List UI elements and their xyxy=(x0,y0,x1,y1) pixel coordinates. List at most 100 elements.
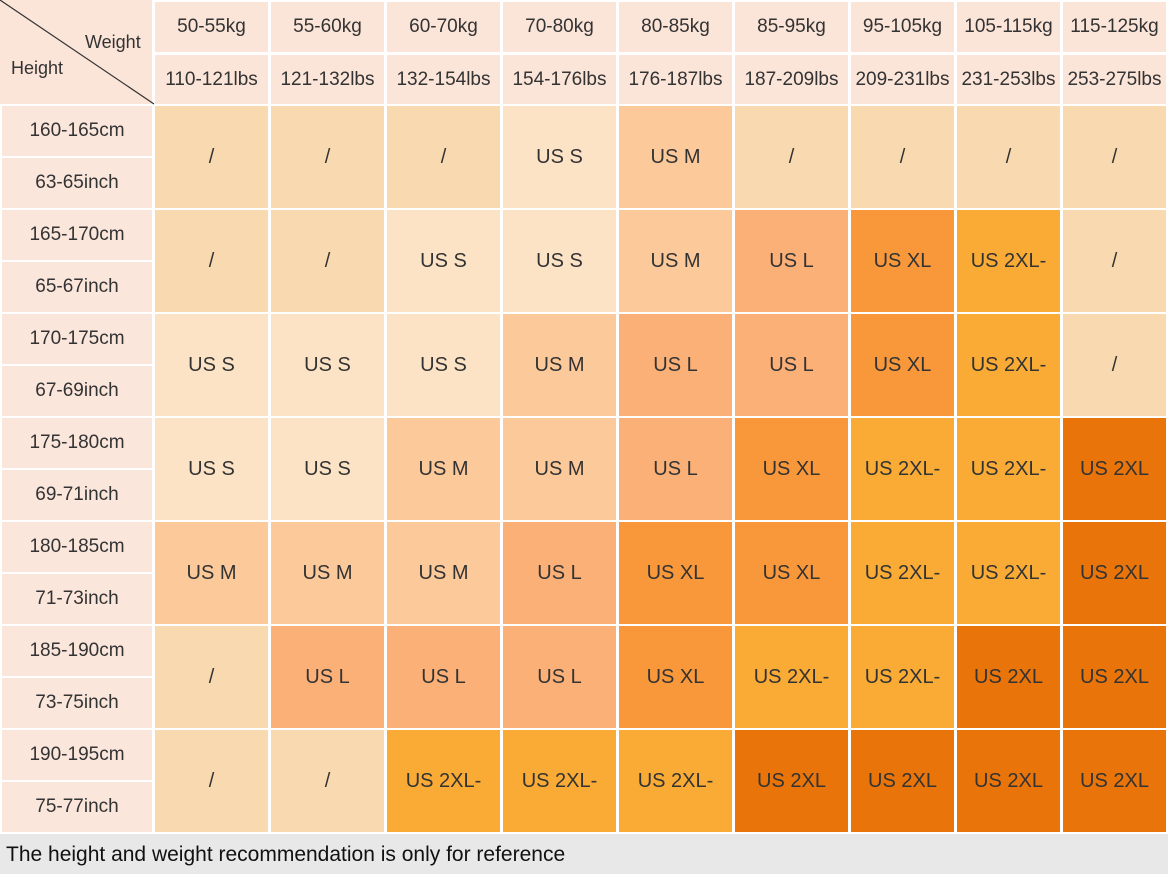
size-cell: US 2XL- xyxy=(503,730,616,832)
size-cell: US S xyxy=(271,314,384,416)
size-cell: US XL xyxy=(735,418,848,520)
size-cell: US 2XL- xyxy=(387,730,500,832)
size-cell: US 2XL- xyxy=(957,314,1060,416)
size-cell: US M xyxy=(503,314,616,416)
height-inch: 67-69inch xyxy=(2,366,152,416)
size-cell: US S xyxy=(271,418,384,520)
size-cell: / xyxy=(271,210,384,312)
weight-kg: 85-95kg xyxy=(735,2,848,52)
size-cell: US S xyxy=(387,210,500,312)
height-inch: 63-65inch xyxy=(2,158,152,208)
weight-lbs: 132-154lbs xyxy=(387,55,500,104)
size-cell: US M xyxy=(503,418,616,520)
size-cell: / xyxy=(155,210,268,312)
size-cell: / xyxy=(735,106,848,208)
size-cell: / xyxy=(851,106,954,208)
size-cell: / xyxy=(271,106,384,208)
height-cm: 175-180cm xyxy=(2,418,152,468)
height-cm: 160-165cm xyxy=(2,106,152,156)
corner-weight: Weight xyxy=(85,32,141,52)
size-cell: / xyxy=(155,106,268,208)
weight-kg: 50-55kg xyxy=(155,2,268,52)
size-cell: / xyxy=(1063,106,1166,208)
size-cell: US L xyxy=(619,314,732,416)
size-cell: / xyxy=(1063,314,1166,416)
weight-kg: 105-115kg xyxy=(957,2,1060,52)
size-cell: US L xyxy=(735,210,848,312)
size-cell: US L xyxy=(735,314,848,416)
size-cell: US 2XL xyxy=(1063,730,1166,832)
size-cell: US M xyxy=(619,210,732,312)
weight-lbs: 110-121lbs xyxy=(155,55,268,104)
weight-kg: 60-70kg xyxy=(387,2,500,52)
height-inch: 69-71inch xyxy=(2,470,152,520)
size-cell: US 2XL xyxy=(1063,418,1166,520)
size-cell: US 2XL- xyxy=(619,730,732,832)
size-cell: US XL xyxy=(619,522,732,624)
size-cell: US 2XL xyxy=(957,730,1060,832)
size-cell: US XL xyxy=(851,210,954,312)
weight-kg: 55-60kg xyxy=(271,2,384,52)
height-inch: 65-67inch xyxy=(2,262,152,312)
size-cell: US S xyxy=(503,106,616,208)
size-cell: US M xyxy=(387,522,500,624)
height-inch: 75-77inch xyxy=(2,782,152,832)
size-cell: US 2XL- xyxy=(957,210,1060,312)
size-cell: US M xyxy=(155,522,268,624)
size-cell: / xyxy=(155,730,268,832)
size-cell: US 2XL- xyxy=(851,522,954,624)
size-cell: US S xyxy=(387,314,500,416)
size-cell: US XL xyxy=(851,314,954,416)
weight-kg: 95-105kg xyxy=(851,2,954,52)
size-cell: US 2XL xyxy=(851,730,954,832)
footer-note: The height and weight recommendation is … xyxy=(0,834,1168,874)
size-cell: US 2XL- xyxy=(851,418,954,520)
corner-height: Height xyxy=(11,58,64,78)
weight-lbs: 209-231lbs xyxy=(851,55,954,104)
size-cell: US L xyxy=(619,418,732,520)
size-cell: / xyxy=(271,730,384,832)
size-cell: / xyxy=(1063,210,1166,312)
weight-lbs: 176-187lbs xyxy=(619,55,732,104)
height-cm: 170-175cm xyxy=(2,314,152,364)
size-cell: US L xyxy=(503,522,616,624)
height-cm: 190-195cm xyxy=(2,730,152,780)
corner-diagonal xyxy=(0,0,155,105)
size-cell: / xyxy=(387,106,500,208)
size-cell: US 2XL- xyxy=(957,418,1060,520)
size-cell: US XL xyxy=(735,522,848,624)
height-inch: 71-73inch xyxy=(2,574,152,624)
weight-lbs: 253-275lbs xyxy=(1063,55,1166,104)
size-cell: / xyxy=(155,626,268,728)
height-cm: 180-185cm xyxy=(2,522,152,572)
size-cell: US L xyxy=(387,626,500,728)
size-cell: US 2XL xyxy=(1063,522,1166,624)
size-cell: US S xyxy=(155,314,268,416)
size-cell: US M xyxy=(387,418,500,520)
size-cell: US 2XL- xyxy=(851,626,954,728)
size-cell: US S xyxy=(503,210,616,312)
weight-lbs: 154-176lbs xyxy=(503,55,616,104)
size-cell: US S xyxy=(155,418,268,520)
size-cell: US M xyxy=(271,522,384,624)
size-cell: US M xyxy=(619,106,732,208)
weight-kg: 115-125kg xyxy=(1063,2,1166,52)
height-inch: 73-75inch xyxy=(2,678,152,728)
height-cm: 165-170cm xyxy=(2,210,152,260)
size-cell: US 2XL xyxy=(957,626,1060,728)
size-cell: US XL xyxy=(619,626,732,728)
size-cell: US L xyxy=(271,626,384,728)
weight-lbs: 121-132lbs xyxy=(271,55,384,104)
size-cell: US 2XL xyxy=(735,730,848,832)
weight-kg: 70-80kg xyxy=(503,2,616,52)
size-cell: US L xyxy=(503,626,616,728)
size-cell: / xyxy=(957,106,1060,208)
size-cell: US 2XL- xyxy=(735,626,848,728)
weight-kg: 80-85kg xyxy=(619,2,732,52)
height-cm: 185-190cm xyxy=(2,626,152,676)
weight-lbs: 231-253lbs xyxy=(957,55,1060,104)
size-cell: US 2XL xyxy=(1063,626,1166,728)
weight-lbs: 187-209lbs xyxy=(735,55,848,104)
size-cell: US 2XL- xyxy=(957,522,1060,624)
